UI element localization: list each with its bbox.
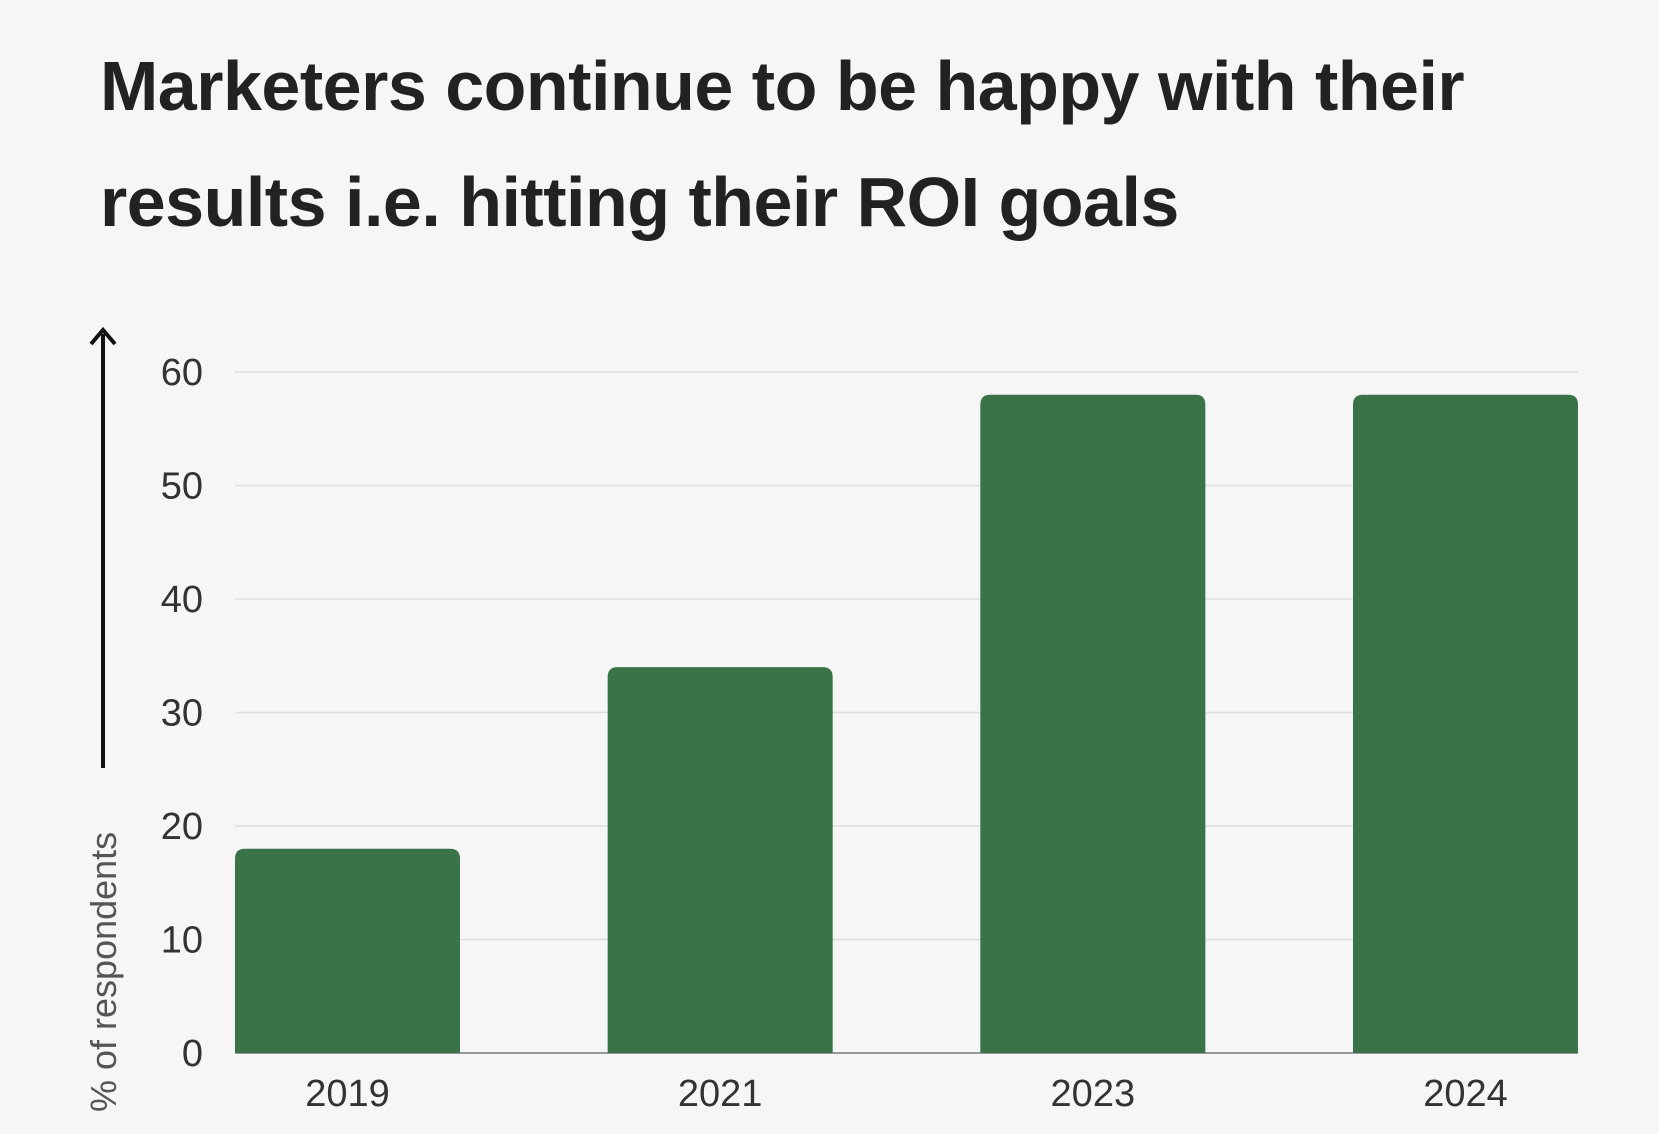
bar-2024: [1353, 394, 1578, 1053]
bar-2023: [980, 394, 1206, 1053]
y-tick-label: 0: [182, 1033, 203, 1075]
chart-title: Marketers continue to be happy with thei…: [100, 47, 1465, 241]
y-tick-label: 60: [161, 352, 203, 394]
y-tick-label: 20: [161, 806, 203, 848]
y-tick-label: 10: [161, 920, 203, 962]
bar-2021: [607, 667, 833, 1053]
y-tick-label: 30: [161, 693, 203, 735]
y-tick-label: 40: [161, 579, 203, 621]
x-tick-label: 2021: [678, 1073, 763, 1115]
y-axis-arrow-head: [89, 326, 117, 346]
y-axis-label: % of respondents: [83, 832, 124, 1112]
y-tick-label: 50: [161, 466, 203, 508]
x-tick-label: 2019: [305, 1073, 390, 1115]
bar-2019: [235, 848, 460, 1053]
x-tick-label: 2023: [1051, 1073, 1136, 1115]
x-tick-label: 2024: [1423, 1073, 1508, 1115]
